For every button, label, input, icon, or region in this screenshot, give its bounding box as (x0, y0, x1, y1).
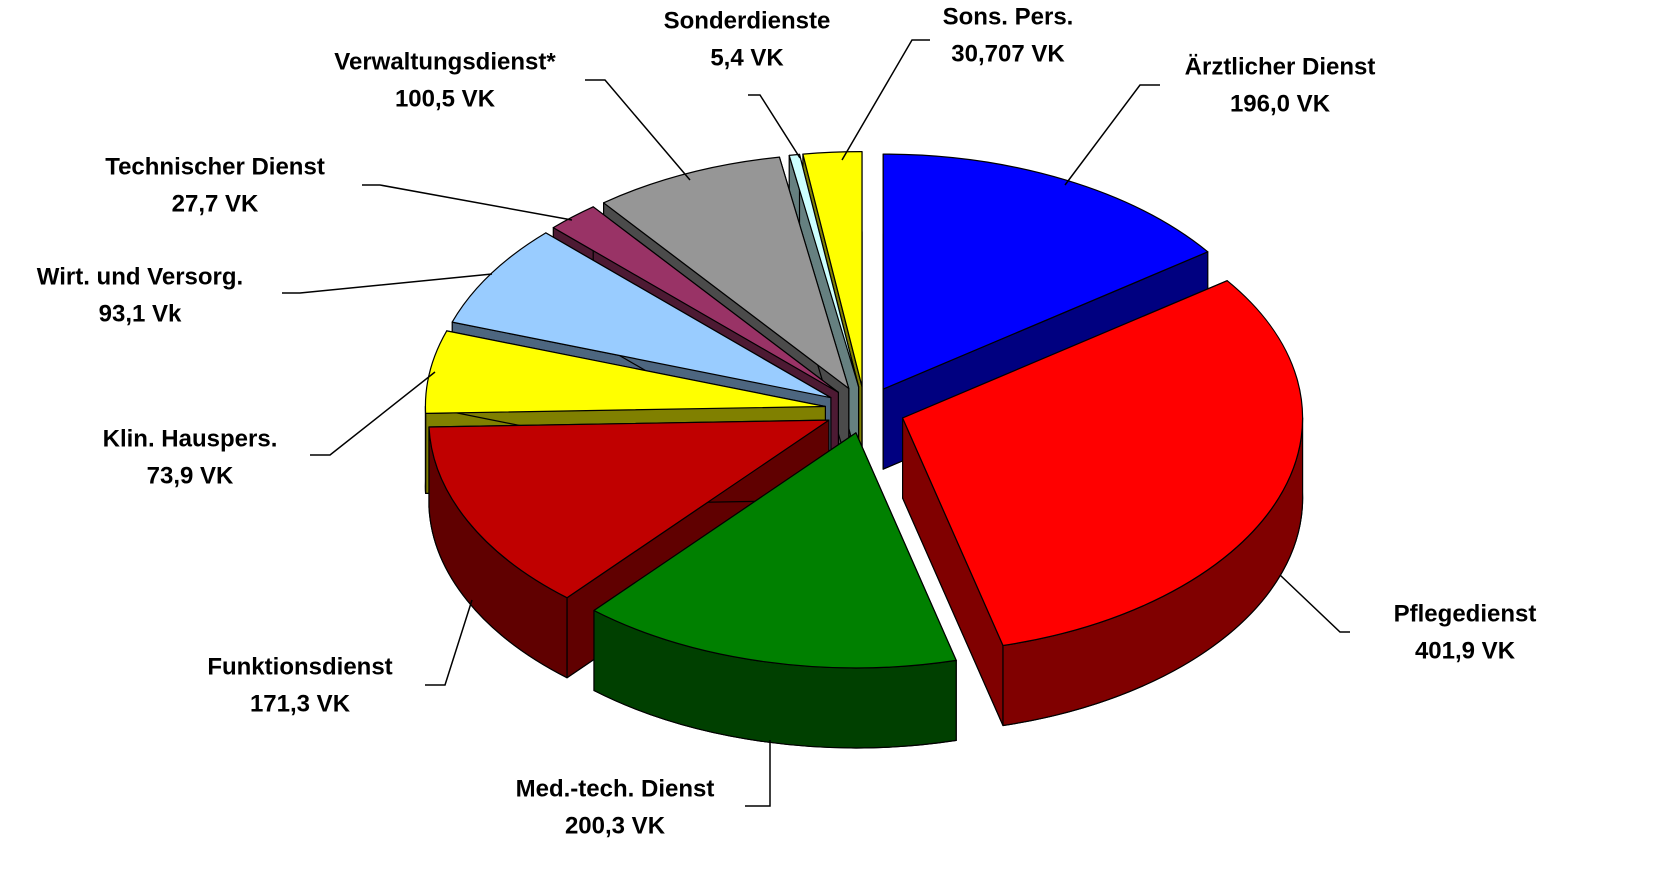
slice-value-label: 73,9 VK (147, 462, 234, 489)
leader-line (310, 371, 436, 456)
slice-label: Verwaltungsdienst* (334, 48, 556, 75)
slice-value-label: 5,4 VK (710, 44, 784, 71)
leader-line (841, 39, 930, 161)
slice-value-label: 93,1 Vk (99, 300, 182, 327)
slice-value-label: 401,9 VK (1415, 637, 1516, 664)
slice-top (603, 156, 850, 390)
leader-line (282, 273, 493, 294)
leader-line (1064, 84, 1160, 186)
slice-value-label: 200,3 VK (565, 812, 666, 839)
slice-value-label: 30,707 VK (951, 40, 1065, 67)
slice-value-label: 171,3 VK (250, 690, 351, 717)
slice-value-label: 27,7 VK (172, 190, 259, 217)
pie-slice (902, 280, 1304, 727)
slice-label: Wirt. und Versorg. (37, 263, 243, 290)
slice-value-label: 196,0 VK (1230, 90, 1331, 117)
pie-slice (593, 432, 957, 749)
slice-top (802, 150, 863, 388)
slice-value-label: 100,5 VK (395, 85, 496, 112)
slice-top (593, 432, 957, 669)
slice-label: Med.-tech. Dienst (516, 775, 715, 802)
leader-line (585, 79, 691, 181)
slice-label: Technischer Dienst (105, 153, 325, 180)
slice-top (788, 153, 860, 388)
slice-top (424, 330, 826, 414)
slice-top (882, 153, 1209, 390)
slice-label: Sons. Pers. (943, 3, 1074, 30)
slice-label: Klin. Hauspers. (103, 425, 278, 452)
slice-top (552, 206, 839, 393)
slice-top (902, 280, 1304, 647)
slice-label: Pflegedienst (1394, 600, 1537, 627)
leader-line (1279, 574, 1350, 633)
leader-line (745, 740, 771, 807)
slice-label: Sonderdienste (664, 7, 831, 34)
leader-line (362, 184, 573, 221)
slice-label: Ärztlicher Dienst (1185, 53, 1376, 80)
slice-label: Funktionsdienst (207, 653, 392, 680)
leader-line (425, 599, 473, 686)
slice-top (428, 419, 830, 599)
leader-line (748, 94, 801, 159)
